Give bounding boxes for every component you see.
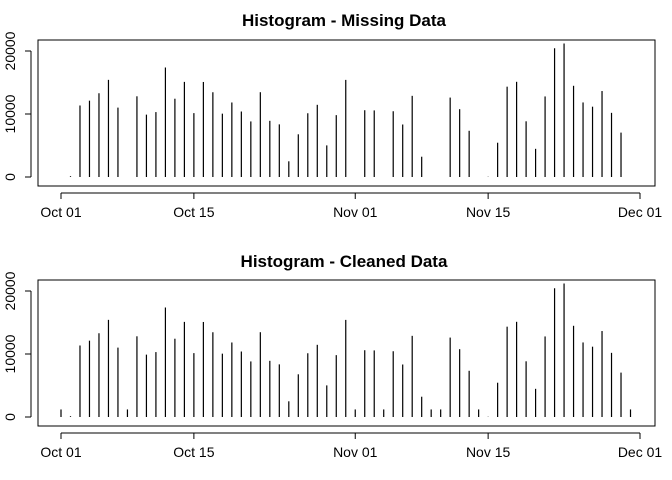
bar-series [69,43,622,177]
x-tick-label: Oct 01 [40,204,81,220]
bar-series [60,283,632,417]
y-tick-label: 20000 [2,31,18,70]
y-ticks: 0 10000 20000 [2,31,31,181]
y-ticks: 0 10000 20000 [2,271,31,421]
plot-frame [37,39,656,187]
x-tick-label: Nov 15 [466,204,511,220]
chart-title: Histogram - Cleaned Data [241,252,448,271]
x-tick-label: Oct 01 [40,444,81,460]
x-tick-label: Nov 01 [333,204,378,220]
y-tick-label: 20000 [2,271,18,310]
x-tick-label: Dec 01 [618,204,663,220]
x-ticks: Oct 01 Oct 15 Nov 01 Nov 15 Dec 01 [40,433,662,460]
x-ticks: Oct 01 Oct 15 Nov 01 Nov 15 Dec 01 [40,193,662,220]
x-tick-label: Nov 15 [466,444,511,460]
plot-frame [37,279,656,427]
y-tick-label: 0 [2,413,18,421]
x-tick-label: Dec 01 [618,444,663,460]
y-tick-label: 0 [2,173,18,181]
x-tick-label: Nov 01 [333,444,378,460]
y-tick-label: 10000 [2,94,18,133]
panel-missing-data: Histogram - Missing Data Oct 01 Oct 15 Nov… [2,11,662,220]
panel-cleaned-data: Histogram - Cleaned Data Oct 01 Oct 15 Nov… [2,252,662,460]
chart-title: Histogram - Missing Data [242,11,447,30]
x-tick-label: Oct 15 [173,444,214,460]
x-tick-label: Oct 15 [173,204,214,220]
y-tick-label: 10000 [2,334,18,373]
